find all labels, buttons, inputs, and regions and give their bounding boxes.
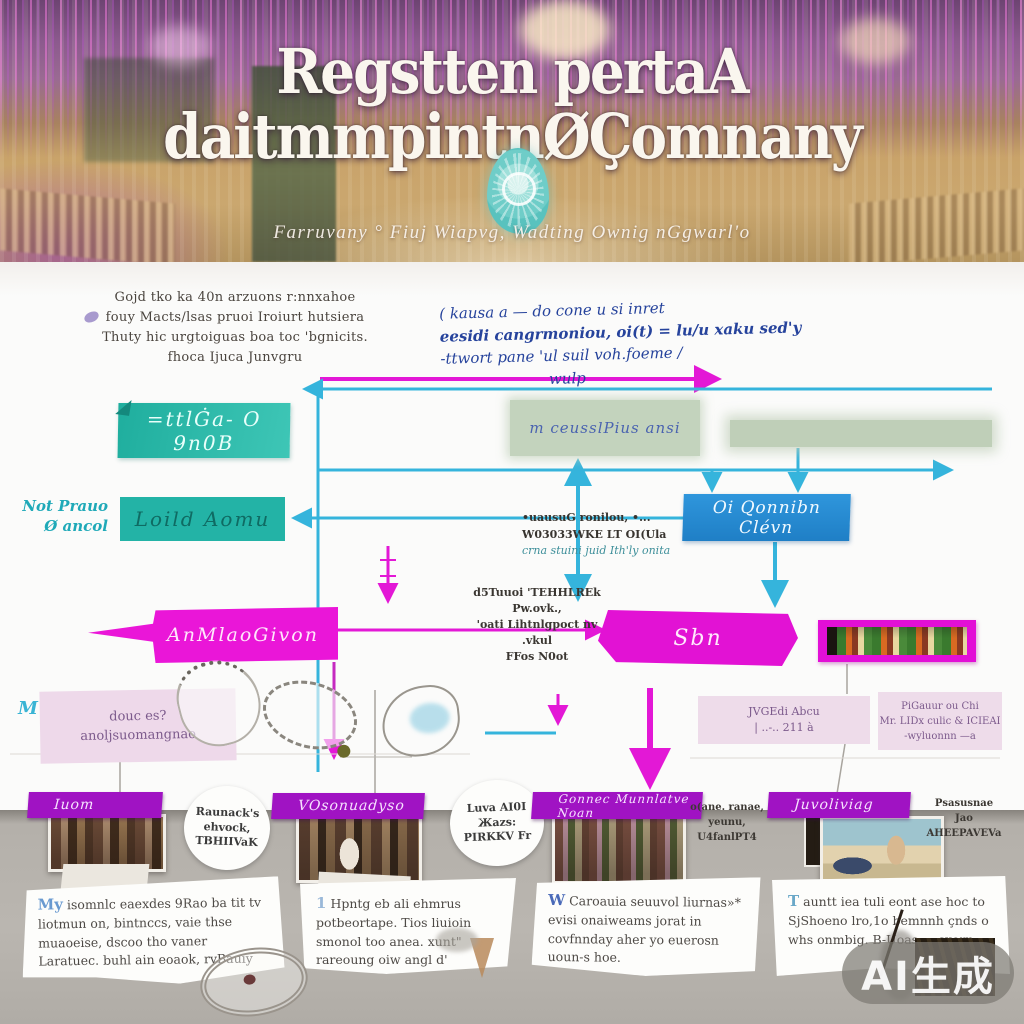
card-dropcap: T: [788, 892, 800, 910]
note-line: Thuty hic urgtoiguas boa toc 'bgnicits.: [102, 330, 368, 346]
annotation-line: Pw.ovk.,: [512, 601, 562, 615]
flow-arrow-banner-stop: Sbn: [598, 610, 798, 666]
ribbon-label: VOsonuadyso: [297, 798, 406, 814]
card-text: Hpntg eb ali ehmrus potbeortape. Tios li…: [316, 896, 472, 974]
note-line: Gojd tko ka 40n arzuons r:nnxahoe: [114, 290, 356, 305]
note-line: fhoca Ijuca Junvgru: [167, 350, 303, 366]
annotation-line: W03033WKE LT OI(Ula: [522, 527, 667, 541]
pink-note-line: -wyluonnn —a: [904, 730, 976, 742]
annotation-stop: d5Tuuoi 'TEHHLREk Pw.ovk., 'oati Lihtnlg…: [468, 585, 606, 665]
badge-line: TBHIIVaK: [195, 834, 258, 850]
caption-line: Jao: [955, 813, 973, 824]
timeline-ribbon-3: Gonnec Munnlatve Noan: [531, 791, 703, 820]
flow-box-label: =ttlĠa- O 9n0B: [146, 406, 262, 455]
timeline-photo-3: [552, 816, 686, 884]
hedge-wall: [84, 58, 214, 162]
flow-box-teal-1: =ttlĠa- O 9n0B: [115, 398, 291, 458]
badge-line: PIRKKV Fr: [463, 829, 532, 845]
ai-generated-watermark: AI生成: [842, 942, 1014, 1004]
timeline-caption-4: Psasusnae Jao AHEEPAVEVa: [916, 796, 1012, 841]
chandelier-glow: [840, 18, 910, 64]
flow-box-blue: Oi Qonnibn Clévn: [682, 494, 851, 541]
banner-photo: Regstten pertaA daitmmpintnØÇomnany Farr…: [0, 0, 1024, 262]
flow-box-label: Loild Aomu: [134, 507, 271, 531]
annotation-line: .vkul: [521, 633, 553, 647]
greenery-column: [252, 66, 336, 262]
timeline-ribbon-1: Iuom: [27, 792, 163, 818]
ribbon-label: Juvoliviag: [793, 797, 875, 813]
plate-dot: [242, 973, 257, 986]
annotation-line: d5Tuuoi 'TEHHLREk: [473, 586, 601, 599]
caption-line: Psasusnae: [934, 798, 994, 809]
blue-wash-decor: [408, 701, 452, 736]
note-line: fouy Macts/lsas pruoi Iroiurt hutsiera: [105, 310, 365, 326]
caption-line: o(ane. ranae,: [690, 802, 764, 813]
flow-bar-sage: [730, 420, 992, 447]
annotation-line: 'oati Lihtnlgpoct nv: [476, 617, 598, 631]
caption-line: yeunu,: [708, 817, 746, 828]
badge-line: ehvock,: [203, 819, 251, 835]
flow-banner-label: AnMlaoGivon: [167, 624, 319, 646]
pink-note-line: | ..-.. 211 à: [754, 721, 814, 734]
annotation-line: crna stuini juid Ith'ly onita: [522, 544, 671, 557]
blob-sketch: [436, 928, 478, 952]
side-label: Not Prauo Ø ancol: [12, 497, 108, 536]
annotation-mid: •uausuG ronilou, •... W03033WKE LT OI(Ul…: [522, 510, 682, 560]
chandelier-glow: [520, 0, 610, 60]
card-dropcap: W: [548, 890, 566, 910]
annotation-line: •uausuG ronilou, •...: [522, 511, 651, 524]
flow-box-label: Oi Qonnibn Clévn: [712, 497, 822, 538]
card-text: Caroauia seuuvol liurnas»* evisi onaiwea…: [547, 893, 741, 965]
side-label-line: Not Prauo: [22, 497, 108, 515]
sun-blob-logo-icon: [487, 148, 549, 234]
handwritten-note-right: ( kausa a — do cone u si inret eesidi ca…: [439, 289, 961, 393]
timeline-caption-3: o(ane. ranae, yeunu, U4fanlPT4: [688, 800, 766, 845]
description-card-3: W Caroauia seuuvol liurnas»* evisi onaiwe…: [531, 875, 760, 977]
ribbon-label: Iuom: [53, 797, 95, 813]
framed-photo-strip: [818, 620, 976, 662]
side-label-line: Ø ancol: [44, 516, 108, 535]
chandelier-glow: [150, 26, 210, 66]
corner-fold-decor: [115, 398, 132, 416]
banner-subtitle: Farruvany ° Fiuj Wiapvg, Wadting Ownig n…: [273, 222, 751, 243]
timeline-ribbon-4: Juvoliviag: [767, 792, 911, 818]
pink-note-line: JVGEdi Abcu: [748, 704, 820, 718]
flow-box-teal-2: Loild Aomu: [120, 497, 285, 541]
ribbon-label: Gonnec Munnlatve Noan: [557, 791, 691, 820]
caption-line: U4fanlPT4: [697, 832, 757, 843]
flow-box-sage: m ceusslPius ansi: [510, 400, 700, 456]
pink-note-line: Mr. LIDx culic & ICIEAI: [879, 715, 1001, 727]
marker-m-label: M: [18, 698, 38, 719]
pink-note-line: PiGauur ou Chi: [901, 700, 979, 712]
timeline-ribbon-2: VOsonuadyso: [271, 793, 425, 819]
flow-banner-label: Sbn: [673, 625, 723, 651]
pink-note-box-3: PiGauur ou Chi Mr. LIDx culic & ICIEAI -…: [878, 692, 1002, 750]
caption-line: AHEEPAVEVa: [926, 828, 1002, 839]
badge-line: Luva AI0I: [466, 799, 527, 815]
flow-box-label: m ceusslPius ansi: [529, 419, 681, 437]
badge-line: Жazs:: [477, 814, 517, 830]
logo-core: [502, 172, 536, 206]
intro-note-left: Gojd tko ka 40n arzuons r:nnxahoe fouy M…: [100, 288, 370, 369]
timeline-photo-4: [820, 816, 944, 882]
page-title: Regstten pertaA daitmmpintnØÇomnany: [163, 34, 863, 173]
annotation-line: FFos N0ot: [505, 649, 569, 663]
card-dropcap: 1: [316, 894, 327, 912]
card-dropcap: My: [37, 895, 64, 914]
watermark-label: AI生成: [861, 954, 995, 1000]
photo-strip-image: [827, 627, 967, 655]
pink-note-box-2: JVGEdi Abcu | ..-.. 211 à: [698, 696, 870, 744]
